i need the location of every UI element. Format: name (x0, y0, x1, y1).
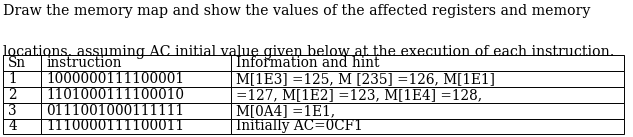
Text: Draw the memory map and show the values of the affected registers and memory: Draw the memory map and show the values … (3, 4, 591, 18)
Text: 1: 1 (8, 72, 17, 86)
Bar (231, 55, 624, 71)
Text: 4: 4 (8, 119, 17, 133)
Bar (41, 55, 231, 71)
Bar (3, 119, 41, 134)
Bar (41, 119, 231, 134)
Text: 1000000111100001: 1000000111100001 (46, 72, 184, 86)
Text: Sn: Sn (8, 56, 27, 70)
Bar (231, 87, 624, 103)
Bar (41, 71, 231, 87)
Bar (231, 103, 624, 119)
Bar (3, 103, 41, 119)
Text: instruction: instruction (46, 56, 122, 70)
Text: 3: 3 (8, 104, 17, 118)
Bar (41, 87, 231, 103)
Text: M[1E3] =125, M [235] =126, M[1E1]: M[1E3] =125, M [235] =126, M[1E1] (236, 72, 495, 86)
Text: M[0A4] =1E1,: M[0A4] =1E1, (236, 104, 335, 118)
Text: 1101000111100010: 1101000111100010 (46, 88, 184, 102)
Bar (231, 71, 624, 87)
Bar (41, 103, 231, 119)
Text: locations. assuming AC initial value given below at the execution of each instru: locations. assuming AC initial value giv… (3, 45, 615, 59)
Bar (3, 55, 41, 71)
Bar (3, 87, 41, 103)
Text: Initially AC=0CF1: Initially AC=0CF1 (236, 119, 363, 133)
Bar (3, 71, 41, 87)
Text: 2: 2 (8, 88, 17, 102)
Text: Information and hint: Information and hint (236, 56, 380, 70)
Text: =127, M[1E2] =123, M[1E4] =128,: =127, M[1E2] =123, M[1E4] =128, (236, 88, 482, 102)
Bar (231, 119, 624, 134)
Text: 1110000111100011: 1110000111100011 (46, 119, 184, 133)
Text: 0111001000111111: 0111001000111111 (46, 104, 184, 118)
